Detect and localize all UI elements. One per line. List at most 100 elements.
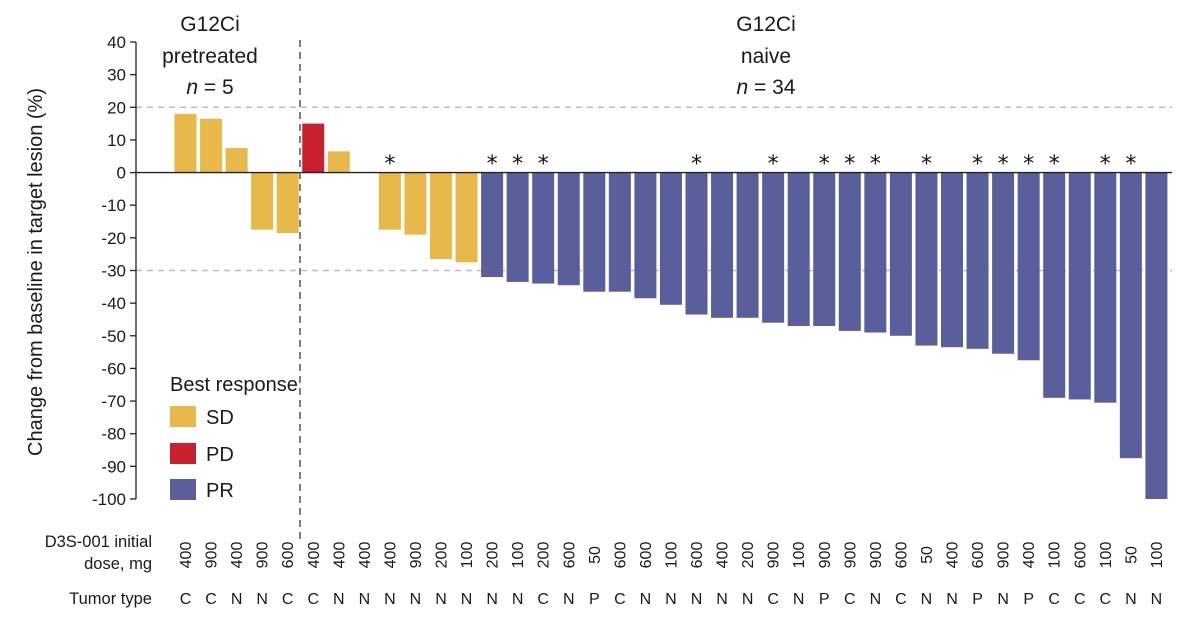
tumor-cell: N: [486, 591, 498, 608]
star-marker: *: [512, 152, 523, 177]
dose-cell: 100: [1047, 542, 1064, 569]
tumor-cell: C: [1100, 591, 1112, 608]
y-tick-label: -20: [101, 229, 126, 248]
tumor-cell: N: [716, 591, 728, 608]
tumor-cell: N: [1125, 591, 1137, 608]
dose-cell: 400: [945, 542, 962, 569]
dose-cell: 400: [306, 542, 323, 569]
row-labels: D3S-001 initial dose, mg Tumor type: [45, 533, 152, 608]
dose-cell: 600: [970, 542, 987, 569]
y-tick-label: -90: [101, 457, 126, 476]
dose-cell: 600: [612, 542, 629, 569]
group-title-line2: naive: [741, 45, 791, 68]
bar-pr: [634, 172, 657, 299]
tumor-cell: C: [307, 591, 319, 608]
group-title-line1: G12Ci: [180, 13, 240, 36]
dose-cell: 100: [1098, 542, 1115, 569]
bar-pr: [787, 172, 810, 326]
bar-pr: [966, 172, 989, 349]
legend-label-pr: PR: [206, 480, 234, 502]
dose-cell: 50: [587, 546, 604, 564]
group-title-line2: pretreated: [162, 45, 258, 68]
legend: Best response SD PD PR: [170, 374, 298, 502]
tumor-cell: N: [640, 591, 652, 608]
tumor-cell: N: [665, 591, 677, 608]
bar-sd: [225, 148, 248, 173]
tumor-cell: N: [793, 591, 805, 608]
group-header-naive: G12Ci naive n = 34: [736, 13, 796, 99]
dose-cell: 50: [919, 546, 936, 564]
tumor-cell: C: [205, 591, 217, 608]
star-markers: * * * * * * * * * * * * * * * *: [384, 152, 1136, 177]
star-marker: *: [844, 152, 855, 177]
bar-pr: [813, 172, 836, 326]
tumor-cell: P: [819, 591, 830, 608]
legend-title: Best response: [170, 374, 298, 396]
y-tick-label: -80: [101, 425, 126, 444]
dose-cell: 900: [255, 542, 272, 569]
tumor-cell: N: [563, 591, 575, 608]
tumor-cell: N: [384, 591, 396, 608]
bar-pr: [992, 172, 1015, 354]
bar-sd: [404, 172, 427, 235]
star-marker: *: [1100, 152, 1111, 177]
bar-pr: [1145, 172, 1168, 500]
y-axis: 40 30 20 10 0 -10 -20 -30 -40 -50 -60 -70 -80 -90 -100: [92, 33, 137, 509]
bar-pr: [1094, 172, 1117, 403]
tumor-cell: N: [333, 591, 345, 608]
tumor-cell: N: [231, 591, 243, 608]
tumor-cell: P: [1023, 591, 1034, 608]
tumor-cell: P: [972, 591, 983, 608]
y-tick-label: 0: [117, 164, 126, 183]
star-marker: *: [819, 152, 830, 177]
group-n-count: n = 34: [737, 76, 796, 99]
dose-cell: 600: [689, 542, 706, 569]
tumor-cell: N: [1151, 591, 1163, 608]
y-tick-label: -10: [101, 196, 126, 215]
dose-cell: 400: [1021, 542, 1038, 569]
bar-pr: [583, 172, 606, 292]
dose-cell: 100: [510, 542, 527, 569]
bar-pr: [1043, 172, 1066, 398]
star-marker: *: [870, 152, 881, 177]
tumor-cell: C: [895, 591, 907, 608]
dose-cell: 900: [817, 542, 834, 569]
bar-pr: [557, 172, 580, 286]
y-tick-label: -70: [101, 392, 126, 411]
dose-cell: 100: [1149, 542, 1166, 569]
star-marker: *: [972, 152, 983, 177]
tumor-cell: C: [282, 591, 294, 608]
y-tick-label: -100: [92, 490, 126, 509]
dose-cell: 100: [663, 542, 680, 569]
star-marker: *: [1049, 152, 1060, 177]
tumor-cell: N: [359, 591, 371, 608]
star-marker: *: [538, 152, 549, 177]
dose-cell: 200: [536, 542, 553, 569]
tumor-cell: C: [767, 591, 779, 608]
dose-cell: 600: [1072, 542, 1089, 569]
y-axis-label: Change from baseline in target lesion (%…: [25, 88, 47, 456]
tumor-cell: C: [1048, 591, 1060, 608]
bar-pr: [941, 172, 963, 348]
tumor-cell: C: [614, 591, 626, 608]
tumor-cell: C: [537, 591, 549, 608]
bar-sd: [174, 113, 197, 173]
bar-pr: [659, 172, 682, 305]
group-n-count: n = 5: [186, 76, 233, 99]
legend-swatch-sd: [170, 406, 196, 427]
dose-cell: 600: [280, 542, 297, 569]
bar-pr: [1068, 172, 1091, 400]
dose-cell: 900: [766, 542, 783, 569]
star-marker: *: [691, 152, 702, 177]
dose-cell: 600: [638, 542, 655, 569]
tumor-cell: C: [180, 591, 192, 608]
dose-cell: 100: [791, 542, 808, 569]
bar-sd: [378, 172, 401, 230]
bar-pr: [889, 172, 912, 336]
dose-cell: 400: [357, 542, 374, 569]
dose-cell: 900: [868, 542, 885, 569]
dose-row-label-line2: dose, mg: [84, 555, 152, 573]
bar-pr: [838, 172, 861, 331]
dose-cell: 200: [434, 542, 451, 569]
